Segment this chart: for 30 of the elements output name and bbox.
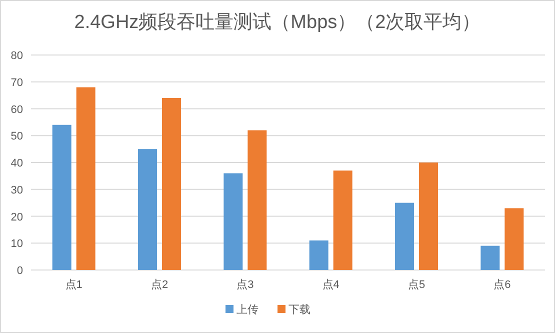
y-tick-label: 60 — [10, 104, 23, 116]
bar — [480, 246, 500, 270]
y-tick-label: 10 — [10, 238, 23, 250]
bar — [162, 98, 181, 270]
y-tick-label: 50 — [10, 130, 23, 143]
bar — [76, 87, 96, 270]
y-tick-label: 40 — [10, 158, 23, 170]
x-tick-label: 点5 — [408, 278, 426, 291]
y-tick-label: 0 — [16, 265, 23, 277]
x-tick-label: 点6 — [494, 278, 511, 291]
y-tick-label: 70 — [10, 76, 23, 89]
bar — [419, 162, 438, 270]
legend-label: 上传 — [236, 303, 258, 316]
x-tick-label: 点4 — [322, 278, 340, 291]
bar — [333, 170, 352, 270]
y-tick-label: 30 — [10, 184, 23, 196]
x-tick-label: 点2 — [150, 278, 168, 291]
legend-label: 下载 — [288, 303, 310, 316]
chart-title: 2.4GHz频段吞吐量测试（Mbps）（2次取平均） — [74, 12, 481, 33]
bar — [224, 173, 243, 270]
y-tick-label: 20 — [10, 211, 23, 224]
bar — [309, 240, 328, 270]
x-tick-label: 点1 — [65, 278, 82, 291]
y-tick-label: 80 — [10, 50, 23, 62]
bar — [248, 130, 267, 270]
bar — [504, 208, 524, 270]
bar — [52, 124, 72, 270]
bar — [138, 149, 157, 270]
x-tick-label: 点3 — [236, 278, 254, 291]
bar — [395, 202, 414, 270]
